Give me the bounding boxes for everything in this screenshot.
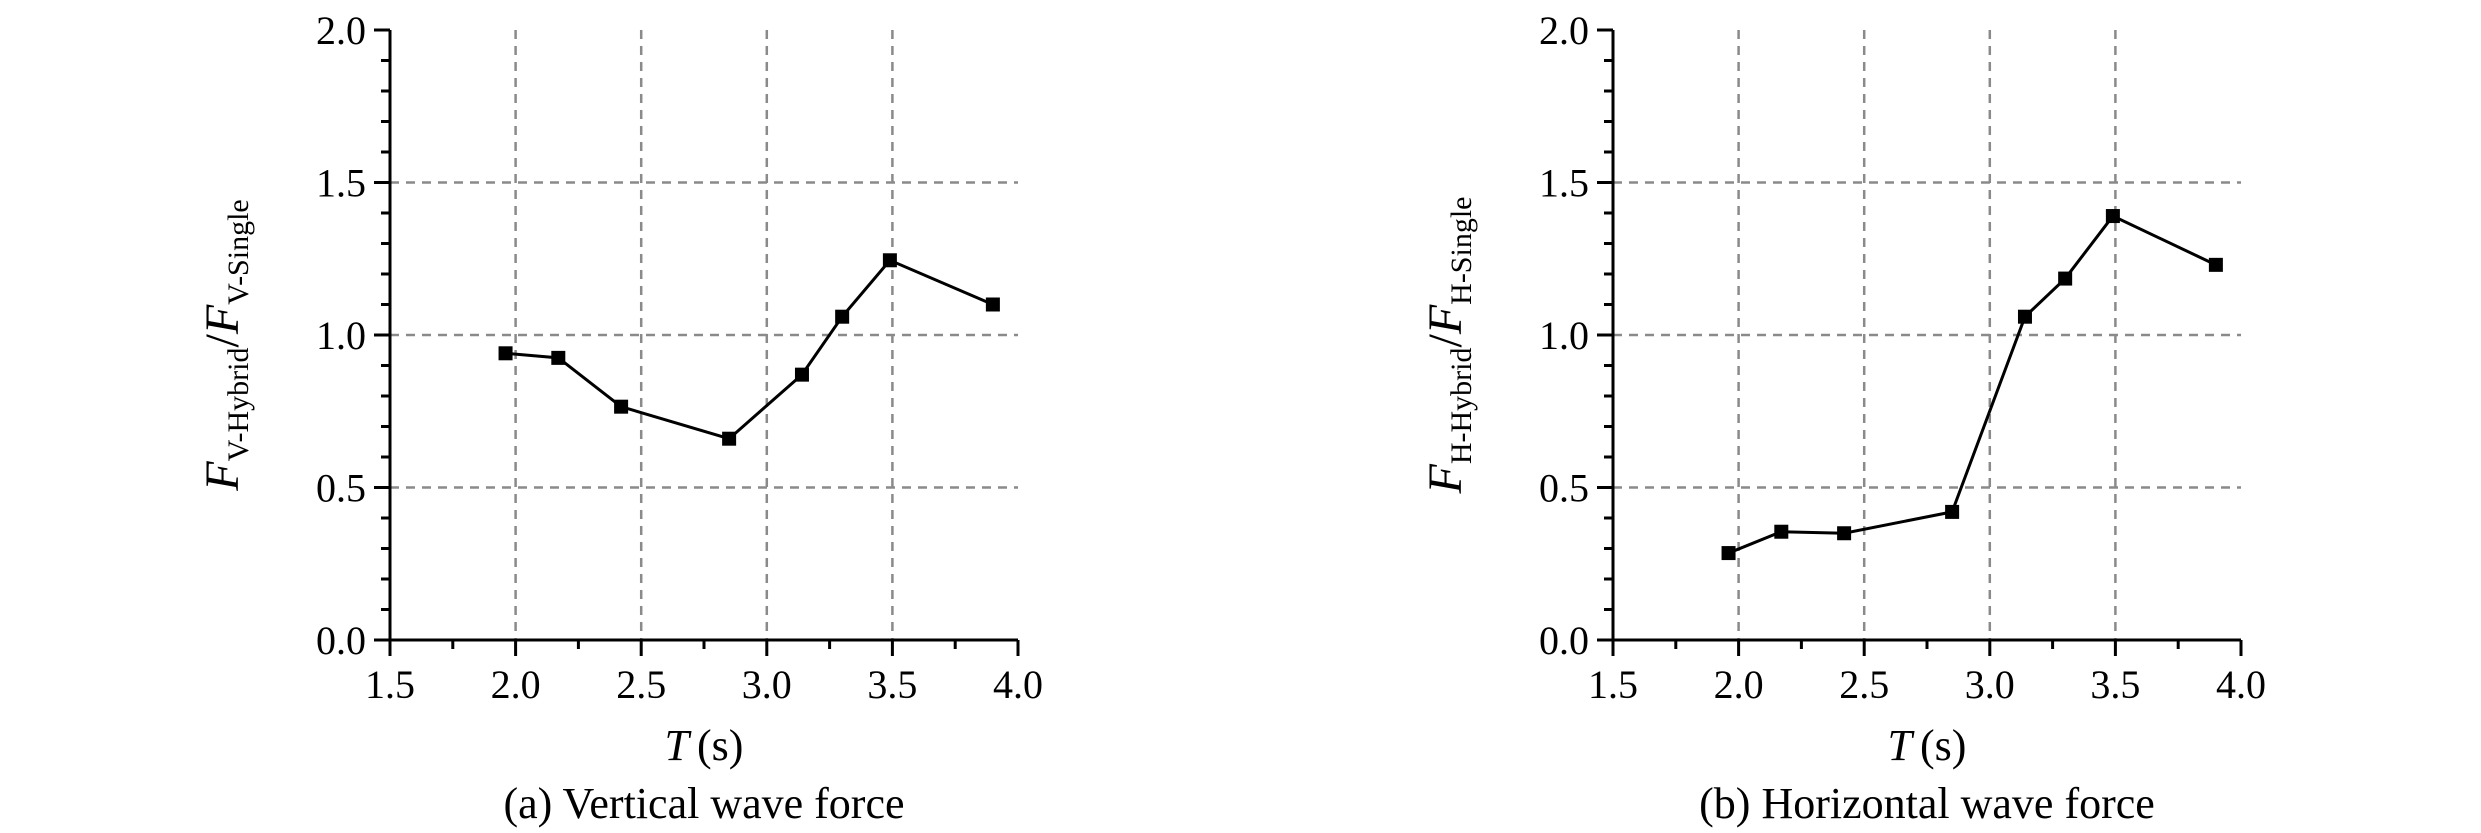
y-title-denominator-subscript: H-Single [1445, 197, 1478, 305]
data-point-marker [551, 350, 566, 365]
y-tick-label: 1.0 [316, 313, 366, 358]
data-point-marker [2105, 209, 2120, 224]
x-axis-title: T (s) [1888, 721, 1967, 770]
series-line [505, 258, 994, 441]
y-tick-label: 0.5 [1539, 466, 1589, 511]
y-title-numerator-var: F [1419, 463, 1472, 494]
y-title-separator: / [196, 334, 249, 348]
x-axis-unit: (s) [697, 721, 743, 770]
x-tick-label: 3.5 [2090, 662, 2140, 707]
y-tick-label: 0.5 [316, 466, 366, 511]
x-tick-label: 1.5 [1588, 662, 1638, 707]
data-point-marker [2058, 271, 2073, 286]
x-axis-variable: T [665, 721, 693, 770]
x-tick-label: 2.5 [1839, 662, 1889, 707]
y-tick-label: 2.0 [316, 8, 366, 53]
y-tick-label: 0.0 [1539, 618, 1589, 663]
x-tick-label: 4.0 [2216, 662, 2266, 707]
panel-b-horizontal-wave-force: 0.0 0.5 1.0 1.5 2.0 1.5 2.0 2.5 3.0 3.5 4.0 T (s) (b)… [1419, 8, 2266, 828]
y-title-numerator-subscript: V-Hybrid [222, 348, 255, 462]
data-point-marker [1774, 524, 1789, 539]
y-title-denominator-subscript: V-Single [222, 199, 255, 305]
y-title-denominator-var: F [196, 304, 249, 335]
data-point-marker [1721, 546, 1736, 561]
x-axis-unit: (s) [1920, 721, 1966, 770]
x-tick-label: 2.0 [491, 662, 541, 707]
y-axis-title: FH-Hybrid/FH-Single [1419, 197, 1478, 495]
y-title-separator: / [1419, 334, 1472, 348]
series-line [1727, 214, 2217, 555]
y-tick-label: 0.0 [316, 618, 366, 663]
y-tick-label: 1.5 [1539, 161, 1589, 206]
data-point-marker [1837, 526, 1852, 541]
y-title-numerator-subscript: H-Hybrid [1445, 348, 1478, 465]
x-axis-variable: T [1888, 721, 1916, 770]
data-point-marker [498, 346, 513, 361]
x-tick-label: 3.0 [742, 662, 792, 707]
panel-caption: (a) Vertical wave force [503, 779, 904, 828]
x-tick-label: 3.0 [1965, 662, 2015, 707]
panel-caption: (b) Horizontal wave force [1699, 779, 2155, 828]
y-title-denominator-var: F [1419, 304, 1472, 335]
data-point-marker [2208, 257, 2223, 272]
x-axis-title: T (s) [665, 721, 744, 770]
y-axis-title: FV-Hybrid/FV-Single [196, 199, 255, 491]
y-title-numerator-var: F [196, 461, 249, 492]
x-tick-label: 3.5 [867, 662, 917, 707]
y-tick-label: 1.0 [1539, 313, 1589, 358]
data-point-marker [2017, 309, 2032, 324]
data-point-marker [614, 399, 629, 414]
x-tick-label: 2.0 [1714, 662, 1764, 707]
data-point-marker [835, 309, 850, 324]
data-point-marker [794, 367, 809, 382]
data-point-marker [985, 297, 1000, 312]
x-tick-label: 1.5 [365, 662, 415, 707]
data-point-marker [722, 431, 737, 446]
x-tick-label: 4.0 [993, 662, 1043, 707]
panel-a-vertical-wave-force: 0.0 0.5 1.0 1.5 2.0 1.5 2.0 2.5 3.0 3.5 4.0 T (s) (a)… [196, 8, 1043, 828]
y-tick-label: 1.5 [316, 161, 366, 206]
data-point-marker [1945, 504, 1960, 519]
data-point-marker [882, 253, 897, 268]
x-tick-label: 2.5 [616, 662, 666, 707]
y-tick-label: 2.0 [1539, 8, 1589, 53]
